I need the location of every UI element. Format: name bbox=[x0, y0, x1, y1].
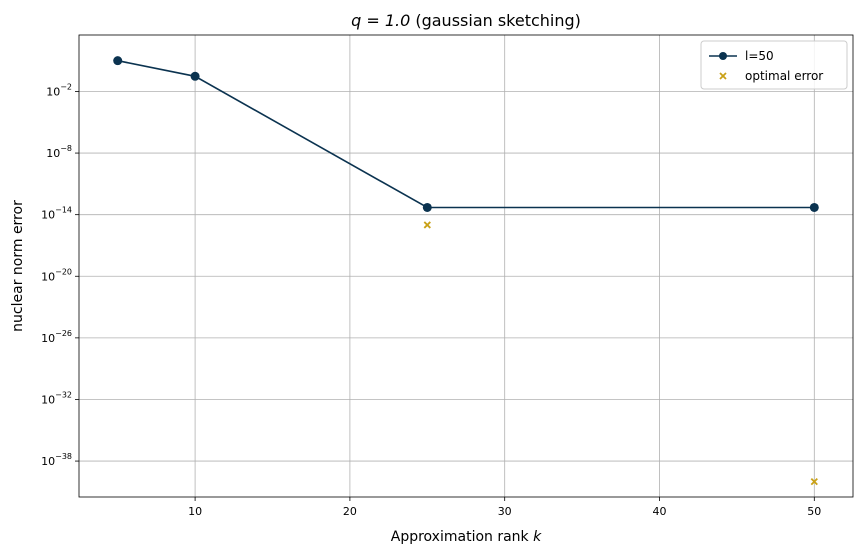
x-axis-label-var: k bbox=[533, 529, 542, 545]
legend: l=50 optimal error bbox=[700, 40, 848, 90]
x-tick-label: 30 bbox=[498, 505, 512, 518]
y-tick-label: 10−20 bbox=[41, 267, 72, 283]
series-layer bbox=[113, 56, 819, 486]
y-tick-label: 10−14 bbox=[41, 206, 72, 222]
y-tick-label: 10−8 bbox=[46, 144, 72, 160]
legend-label-l50: l=50 bbox=[745, 49, 774, 63]
grid-lines bbox=[79, 35, 853, 497]
data-point-optimal-error bbox=[423, 221, 431, 229]
data-point-l50 bbox=[422, 202, 432, 212]
data-point-l50 bbox=[809, 202, 819, 212]
series-line-l50 bbox=[117, 59, 815, 209]
x-tick-label: 20 bbox=[343, 505, 357, 518]
x-axis-label: Approximation rank k bbox=[391, 529, 542, 545]
tick-layer: 10 20 30 40 50 10−38 10−32 10−26 10−20 10−14 10−8 1… bbox=[41, 82, 821, 518]
chart-title: q = 1.0 (gaussian sketching) bbox=[351, 11, 581, 30]
x-marker-stroke bbox=[423, 221, 431, 229]
legend-x-stroke bbox=[719, 72, 727, 80]
legend-box bbox=[700, 40, 848, 90]
y-tick-label: 10−2 bbox=[46, 82, 72, 98]
x-axis-label-text: Approximation rank bbox=[391, 529, 530, 545]
data-point-optimal-error bbox=[810, 477, 818, 486]
x-marker-stroke bbox=[810, 477, 818, 486]
y-tick-label: 10−26 bbox=[41, 329, 72, 345]
x-tick-label: 10 bbox=[188, 505, 202, 518]
data-point-l50 bbox=[190, 71, 200, 81]
legend-x-marker bbox=[719, 72, 727, 80]
legend-label-optimal-error: optimal error bbox=[745, 69, 823, 83]
y-tick-label: 10−32 bbox=[41, 390, 72, 406]
x-tick-label: 40 bbox=[653, 505, 667, 518]
data-point-l50 bbox=[113, 56, 123, 66]
y-axis-label: nuclear norm error bbox=[10, 200, 26, 332]
x-tick-label: 50 bbox=[807, 505, 821, 518]
chart-title-rest: (gaussian sketching) bbox=[410, 11, 581, 30]
legend-circle-marker bbox=[719, 52, 727, 60]
y-tick-label: 10−38 bbox=[41, 452, 72, 468]
plot-frame bbox=[78, 34, 854, 498]
chart-title-math: q = 1.0 bbox=[351, 11, 410, 30]
